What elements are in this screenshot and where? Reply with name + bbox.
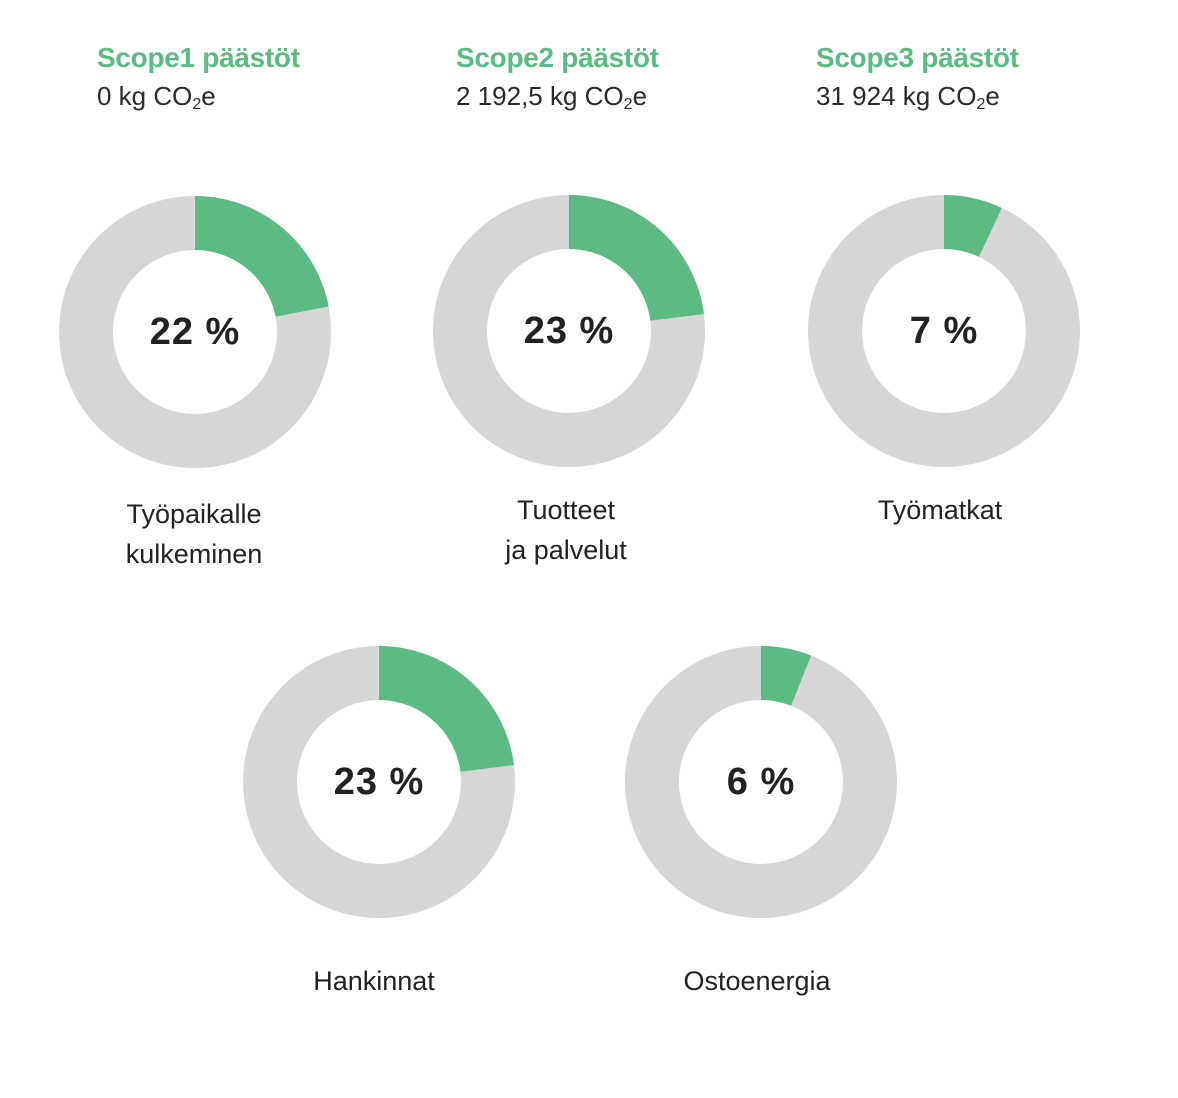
donut-percent-label: 23 % (523, 309, 615, 352)
donut-hole (113, 250, 277, 414)
donut-percent-label: 23 % (333, 760, 425, 803)
scope2-summary: Scope2 päästöt 2 192,5 kg CO2e (456, 40, 776, 114)
scope1-title: Scope1 päästöt (97, 42, 300, 73)
scope3-title: Scope3 päästöt (816, 42, 1019, 73)
scope3-value: 31 924 kg CO2e (816, 81, 1000, 113)
scope2-value: 2 192,5 kg CO2e (456, 81, 648, 113)
category-label-line: kulkeminen (125, 539, 263, 569)
category-label-line: Hankinnat (313, 966, 435, 996)
donut-svg (433, 195, 705, 467)
category-label-tuotteet-ja-palvelut: Tuotteet ja palvelut (416, 490, 716, 570)
donut-percent-label: 6 % (726, 760, 796, 803)
donut-chart-hankinnat: 23 % (243, 646, 515, 918)
category-label-ostoenergia: Ostoenergia (607, 961, 907, 1001)
donut-hole (297, 700, 461, 864)
donut-svg (59, 196, 331, 468)
category-label-line: Ostoenergia (683, 966, 831, 996)
donut-svg (808, 195, 1080, 467)
donut-hole (862, 249, 1026, 413)
category-label-tyomatkat: Työmatkat (790, 490, 1090, 530)
category-label-tyopaikalle-kulkeminen: Työpaikalle kulkeminen (44, 494, 344, 574)
donut-chart-tyomatkat: 7 % (808, 195, 1080, 467)
scope2-title: Scope2 päästöt (456, 42, 659, 73)
donut-percent-label: 7 % (909, 309, 979, 352)
donut-svg (243, 646, 515, 918)
donut-hole (679, 700, 843, 864)
donut-hole (487, 249, 651, 413)
donut-chart-tuotteet-ja-palvelut: 23 % (433, 195, 705, 467)
category-label-line: Tuotteet (516, 495, 616, 525)
donut-percent-label: 22 % (149, 310, 241, 353)
donut-svg (625, 646, 897, 918)
scope1-summary: Scope1 päästöt 0 kg CO2e (97, 40, 417, 114)
category-label-line: Työmatkat (877, 495, 1003, 525)
scope3-summary: Scope3 päästöt 31 924 kg CO2e (816, 40, 1136, 114)
category-label-hankinnat: Hankinnat (224, 961, 524, 1001)
donut-chart-ostoenergia: 6 % (625, 646, 897, 918)
category-label-line: ja palvelut (505, 535, 627, 565)
category-label-line: Työpaikalle (126, 499, 262, 529)
scope1-value: 0 kg CO2e (97, 81, 216, 113)
donut-chart-tyopaikalle-kulkeminen: 22 % (59, 196, 331, 468)
